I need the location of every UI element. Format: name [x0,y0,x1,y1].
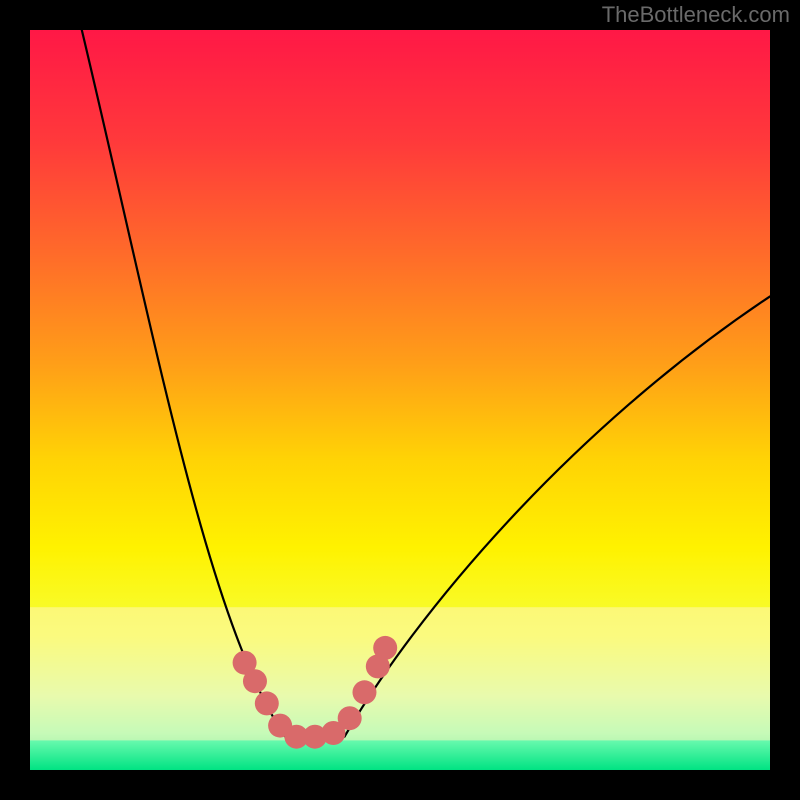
bottleneck-chart [0,0,800,800]
highlight-dot [352,680,376,704]
highlight-dot [373,636,397,660]
highlight-dot [255,691,279,715]
watermark-text: TheBottleneck.com [602,2,790,28]
yellow-band [30,607,770,740]
highlight-dot [243,669,267,693]
highlight-dot [338,706,362,730]
